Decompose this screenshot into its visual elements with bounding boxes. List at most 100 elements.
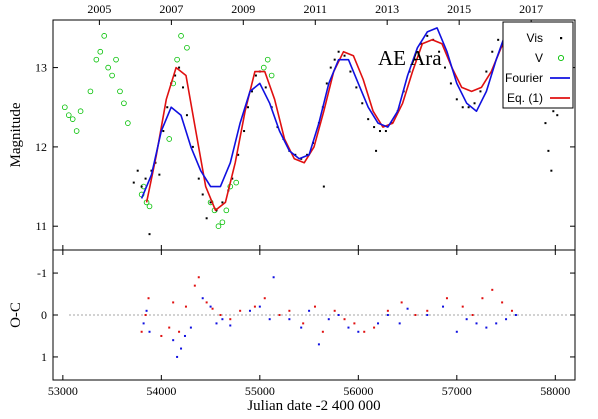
vis-point	[420, 42, 423, 45]
upper-y-tick-label: 12	[35, 140, 47, 154]
oc-fourier-point	[485, 326, 488, 329]
oc-eq1-point	[160, 334, 163, 337]
oc-fourier-point	[308, 309, 311, 312]
oc-fourier-point	[317, 343, 320, 346]
x-tick-label: 57000	[442, 384, 472, 398]
vis-point	[455, 98, 458, 101]
vis-point	[414, 58, 417, 61]
oc-eq1-point	[313, 305, 316, 308]
legend-box	[502, 21, 574, 109]
oc-fourier-point	[183, 334, 186, 337]
vis-point	[544, 122, 547, 125]
oc-fourier-point	[189, 326, 192, 329]
v-point	[223, 207, 230, 214]
oc-eq1-point	[288, 309, 291, 312]
vis-point	[174, 74, 177, 77]
lower-y-tick-label: 1	[41, 350, 47, 364]
oc-fourier-point	[248, 309, 251, 312]
oc-eq1-point	[193, 284, 196, 287]
v-point	[77, 108, 84, 115]
vis-point	[426, 34, 429, 37]
vis-point	[485, 70, 488, 73]
vis-point	[185, 114, 188, 117]
vis-point	[231, 177, 234, 180]
lower-series-layer	[140, 276, 517, 358]
vis-point	[367, 118, 370, 121]
oc-eq1-point	[386, 309, 389, 312]
lower-axes: 53000 54000 55000 56000 57000 58000 -1 0 1	[37, 249, 576, 398]
v-point	[146, 203, 153, 210]
oc-eq1-point	[144, 314, 147, 316]
oc-eq1-point	[426, 309, 429, 312]
oc-eq1-point	[510, 309, 513, 312]
vis-point	[333, 58, 336, 61]
vis-point	[373, 126, 376, 129]
oc-fourier-point	[426, 314, 429, 316]
vis-point	[136, 169, 139, 172]
v-point	[101, 33, 108, 39]
oc-fourier-point	[505, 318, 508, 321]
top-year-label: 2005	[87, 2, 111, 16]
vis-point	[162, 130, 165, 133]
v-point	[178, 33, 184, 39]
legend-entries: Vis V Fourier Eq. (1)	[505, 31, 570, 105]
oc-fourier-point	[465, 318, 468, 321]
chart-title: AE Ara	[378, 46, 442, 70]
oc-eq1-point	[491, 288, 494, 291]
vis-point	[205, 217, 208, 220]
oc-eq1-point	[461, 305, 464, 308]
oc-fourier-point	[209, 305, 212, 308]
vis-point	[182, 86, 185, 89]
vis-point	[547, 149, 550, 152]
vis-point	[349, 70, 352, 73]
v-point	[219, 219, 226, 226]
legend-vis-marker	[560, 37, 563, 40]
v-point	[260, 64, 267, 71]
oc-fourier-point	[288, 318, 291, 321]
v-point	[93, 56, 100, 63]
x-tick-label: 58000	[540, 384, 570, 398]
top-year-label: 2015	[447, 2, 471, 16]
vis-point	[197, 177, 200, 180]
v-point	[264, 56, 271, 63]
vis-point	[467, 106, 470, 109]
x-tick-label: 54000	[146, 384, 176, 398]
v-point	[166, 136, 173, 142]
vis-point	[329, 66, 332, 69]
oc-eq1-point	[353, 322, 356, 325]
vis-point	[264, 86, 267, 89]
legend-label: Vis	[527, 31, 543, 45]
x-tick-label: 55000	[245, 384, 275, 398]
vis-point	[361, 102, 364, 105]
lower-y-tick-label: -1	[37, 266, 47, 280]
oc-eq1-point	[343, 318, 346, 321]
oc-eq1-point	[414, 314, 417, 316]
vis-point	[443, 66, 446, 69]
oc-fourier-point	[258, 305, 261, 308]
fourier-curve	[140, 23, 517, 199]
oc-eq1-point	[471, 314, 474, 316]
vis-point	[209, 201, 212, 204]
oc-fourier-point	[300, 326, 303, 329]
oc-fourier-point	[172, 339, 175, 342]
v-point	[117, 88, 123, 95]
oc-fourier-point	[357, 330, 360, 333]
vis-point	[250, 90, 253, 93]
oc-fourier-point	[327, 318, 330, 321]
vis-point	[254, 74, 257, 77]
vis-point	[148, 233, 151, 236]
oc-fourier-point	[475, 322, 478, 325]
oc-eq1-point	[184, 305, 187, 308]
oc-eq1-point	[445, 297, 448, 300]
oc-eq1-point	[172, 301, 175, 304]
vis-point	[355, 86, 358, 89]
vis-point	[140, 185, 143, 188]
vis-point	[497, 38, 500, 41]
top-year-label: 2011	[303, 2, 327, 16]
oc-eq1-point	[501, 301, 504, 304]
v-point	[69, 116, 76, 122]
vis-point	[449, 82, 452, 85]
v-point	[121, 100, 127, 107]
vis-point	[201, 193, 204, 196]
